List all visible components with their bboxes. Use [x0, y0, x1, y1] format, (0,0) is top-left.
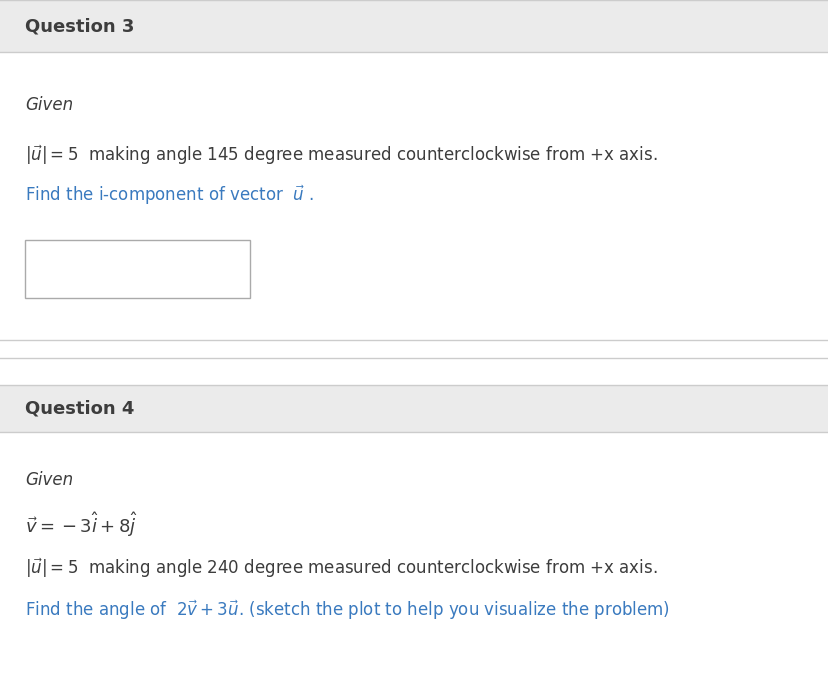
Text: Question 3: Question 3 — [25, 17, 134, 35]
Text: $|\vec{u}| = 5$  making angle 145 degree measured counterclockwise from +x axis.: $|\vec{u}| = 5$ making angle 145 degree … — [25, 143, 657, 167]
Text: $|\vec{u}| = 5$  making angle 240 degree measured counterclockwise from +x axis.: $|\vec{u}| = 5$ making angle 240 degree … — [25, 556, 657, 580]
Text: Given: Given — [25, 471, 73, 489]
Text: Given: Given — [25, 96, 73, 114]
Text: Find the angle of  $2\vec{v} + 3\vec{u}$. (sketch the plot to help you visualize: Find the angle of $2\vec{v} + 3\vec{u}$.… — [25, 598, 669, 622]
Bar — [25, 240, 250, 298]
Bar — [0, 0, 828, 52]
Text: $\vec{v} = -3\hat{i} + 8\hat{j}$: $\vec{v} = -3\hat{i} + 8\hat{j}$ — [25, 510, 137, 539]
Text: Find the i-component of vector  $\vec{u}$ .: Find the i-component of vector $\vec{u}$… — [25, 183, 314, 207]
Bar — [0, 385, 828, 432]
Text: Question 4: Question 4 — [25, 400, 134, 418]
